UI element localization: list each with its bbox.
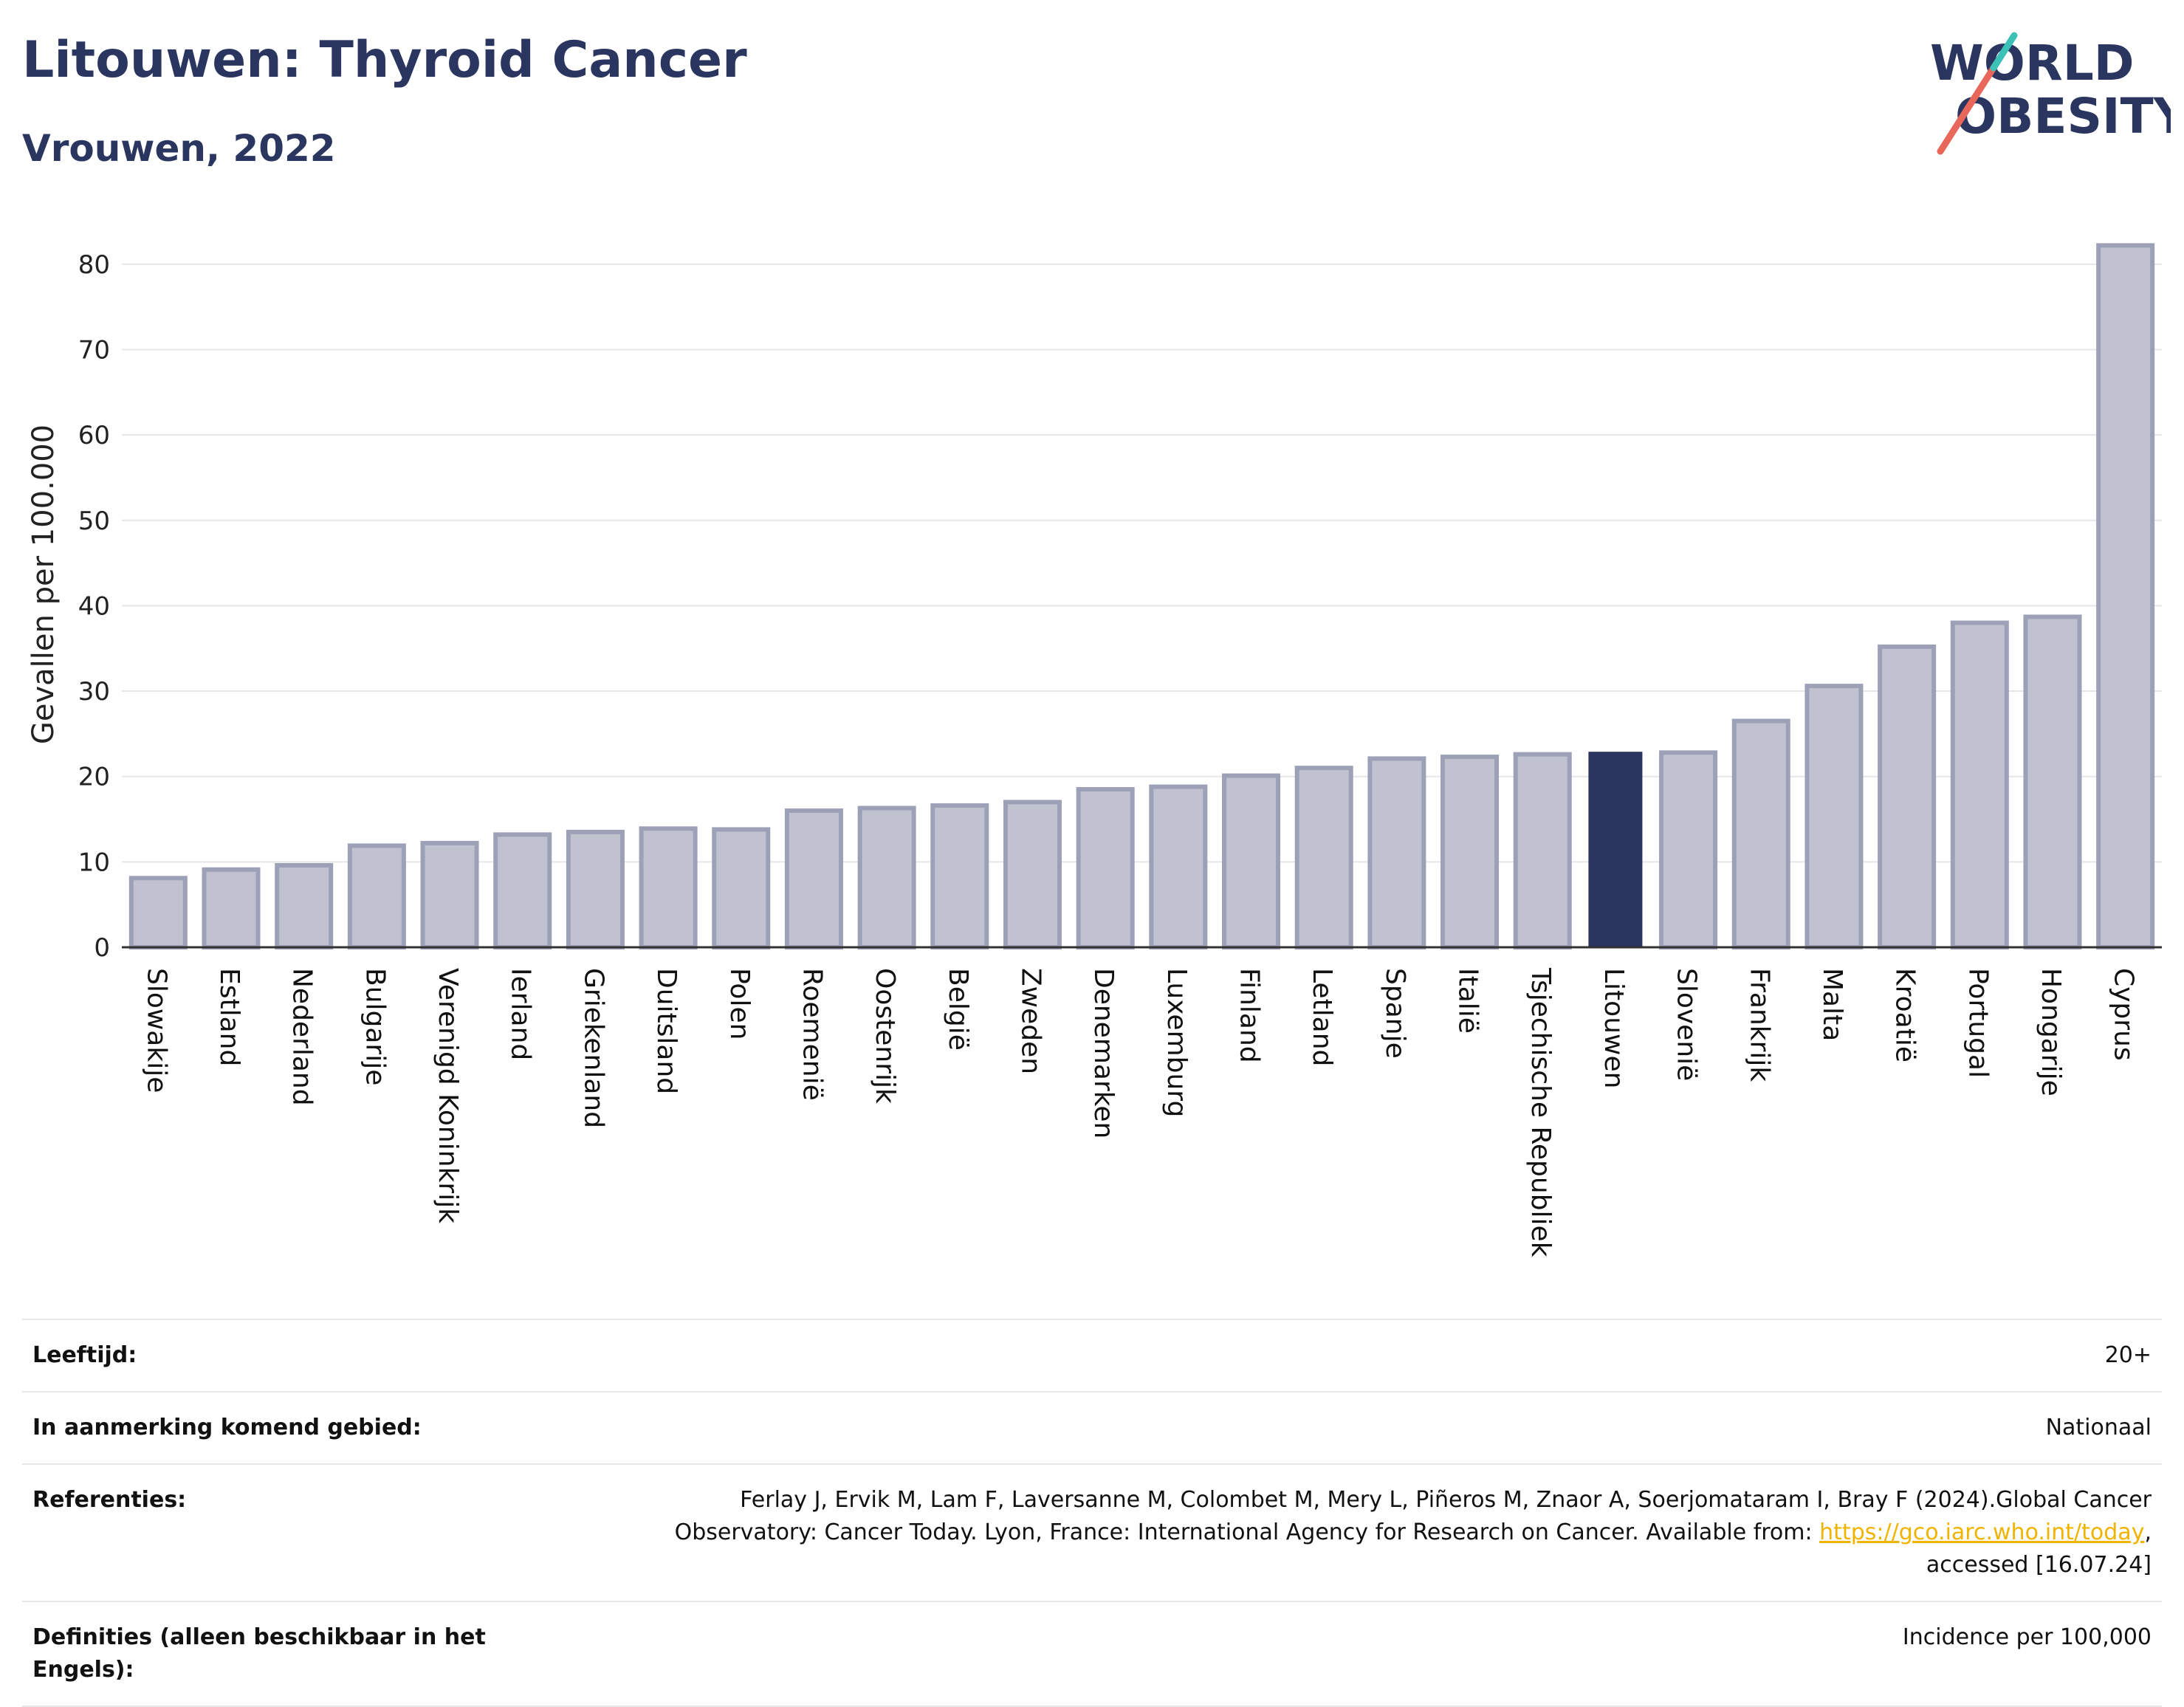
bar xyxy=(712,827,771,950)
bar xyxy=(493,832,552,949)
bar xyxy=(1367,756,1426,950)
y-tick-label: 60 xyxy=(78,421,110,450)
x-tick-label: Italië xyxy=(1453,968,1483,1034)
bars xyxy=(128,243,2155,950)
x-tick-label: Oostenrijk xyxy=(870,968,900,1104)
x-tick-label: Zweden xyxy=(1015,968,1045,1074)
x-axis-labels: Slowakije Estland Nederland Bulgarije Vereni… xyxy=(141,967,2138,1257)
bar xyxy=(347,843,406,949)
references-label: Referenties: xyxy=(22,1463,501,1602)
info-row-references: Referenties: Ferlay J, Ervik M, Lam F, L… xyxy=(22,1463,2162,1602)
x-tick-label: Denemarken xyxy=(1088,968,1119,1138)
y-tick-label: 80 xyxy=(78,250,110,280)
info-table: Leeftijd: 20+ In aanmerking komend gebie… xyxy=(22,1319,2162,1707)
x-tick-label: Hongarije xyxy=(2036,968,2066,1096)
x-tick-label: Slowakije xyxy=(141,968,171,1093)
bar xyxy=(1003,800,1062,950)
y-tick-label: 30 xyxy=(78,677,110,707)
y-tick-label: 40 xyxy=(78,591,110,621)
age-value: 20+ xyxy=(501,1319,2162,1392)
x-tick-label: Luxemburg xyxy=(1161,968,1192,1117)
reference-text-1: Ferlay J, Ervik M, Lam F, Laversanne M, … xyxy=(740,1487,2152,1513)
bar xyxy=(1222,773,1281,950)
bar xyxy=(1149,784,1208,949)
bar xyxy=(1294,766,1353,950)
x-tick-label: Polen xyxy=(724,968,755,1040)
definitions-label: Definities (alleen beschikbaar in het En… xyxy=(22,1601,501,1707)
age-label: Leeftijd: xyxy=(22,1319,501,1392)
x-tick-label: Tsjechische Republiek xyxy=(1525,967,1556,1257)
x-tick-label: Finland xyxy=(1234,968,1265,1063)
reference-text-3: , xyxy=(2144,1519,2152,1545)
references-value: Ferlay J, Ervik M, Lam F, Laversanne M, … xyxy=(501,1463,2162,1602)
area-label: In aanmerking komend gebied: xyxy=(22,1391,501,1465)
x-tick-label: België xyxy=(943,968,973,1051)
x-tick-label: Verenigd Koninkrijk xyxy=(433,968,463,1223)
x-tick-label: Portugal xyxy=(1962,968,1993,1078)
x-tick-label: Bulgarije xyxy=(360,968,390,1085)
y-tick-label: 20 xyxy=(78,763,110,792)
logo-slash-teal xyxy=(1990,32,2018,72)
bar xyxy=(1659,750,1718,949)
chart-subtitle: Vrouwen, 2022 xyxy=(22,127,336,170)
y-tick-label: 0 xyxy=(94,933,110,963)
bar xyxy=(784,808,843,950)
bar xyxy=(639,826,698,950)
x-tick-label: Letland xyxy=(1307,968,1337,1066)
reference-text-4: accessed [16.07.24] xyxy=(1926,1552,2152,1578)
x-tick-label: Malta xyxy=(1817,968,1847,1041)
x-tick-label: Cyprus xyxy=(2109,968,2139,1061)
y-tick-label: 70 xyxy=(78,335,110,365)
bar xyxy=(857,806,916,949)
bar xyxy=(2096,243,2155,949)
bar-chart: 0 10 20 30 40 50 60 70 80 Slowakije Estland Nederl… xyxy=(27,243,2162,1257)
x-tick-label: Estland xyxy=(214,968,244,1066)
bar xyxy=(1076,787,1135,950)
y-axis-ticks: 0 10 20 30 40 50 60 70 80 xyxy=(78,250,110,963)
bar xyxy=(1440,755,1500,949)
bar xyxy=(1950,620,2009,950)
bar xyxy=(1513,752,1572,949)
x-tick-label: Duitsland xyxy=(651,968,681,1094)
bar xyxy=(275,862,334,950)
x-tick-label: Griekenland xyxy=(578,968,608,1128)
x-tick-label: Litouwen xyxy=(1598,968,1629,1088)
x-tick-label: Ierland xyxy=(506,968,536,1060)
reference-link[interactable]: https://gco.iarc.who.int/today xyxy=(1819,1519,2145,1545)
bar xyxy=(202,867,261,950)
chart-title: Litouwen: Thyroid Cancer xyxy=(22,31,747,89)
bar xyxy=(930,803,989,949)
info-row-area: In aanmerking komend gebied: Nationaal xyxy=(22,1391,2162,1465)
x-tick-label: Kroatië xyxy=(1890,968,1920,1062)
info-row-age: Leeftijd: 20+ xyxy=(22,1319,2162,1392)
bar xyxy=(1731,718,1790,949)
y-tick-label: 10 xyxy=(78,848,110,877)
bar xyxy=(1588,752,1643,947)
x-tick-label: Spanje xyxy=(1380,968,1410,1059)
x-tick-label: Nederland xyxy=(287,968,317,1106)
area-value: Nationaal xyxy=(501,1391,2162,1465)
bar xyxy=(566,829,625,949)
x-tick-label: Roemenië xyxy=(797,968,827,1101)
bar xyxy=(420,840,479,950)
reference-text-2: Observatory: Cancer Today. Lyon, France:… xyxy=(674,1519,1820,1545)
info-row-definitions: Definities (alleen beschikbaar in het En… xyxy=(22,1601,2162,1707)
definitions-value: Incidence per 100,000 xyxy=(501,1601,2162,1707)
logo-slash-red xyxy=(1937,64,1997,155)
bar xyxy=(1804,684,1864,949)
bar xyxy=(1878,644,1937,949)
bar xyxy=(2023,614,2082,949)
bar xyxy=(128,876,188,950)
world-obesity-logo: WORLD OBESITY xyxy=(1930,32,2171,155)
x-tick-label: Frankrijk xyxy=(1744,968,1774,1082)
y-tick-label: 50 xyxy=(78,506,110,536)
logo-text-world: WORLD xyxy=(1930,35,2135,92)
x-tick-label: Slovenië xyxy=(1672,968,1702,1081)
logo-text-obesity: OBESITY xyxy=(1955,88,2171,145)
y-axis-label: Gevallen per 100.000 xyxy=(27,425,61,744)
